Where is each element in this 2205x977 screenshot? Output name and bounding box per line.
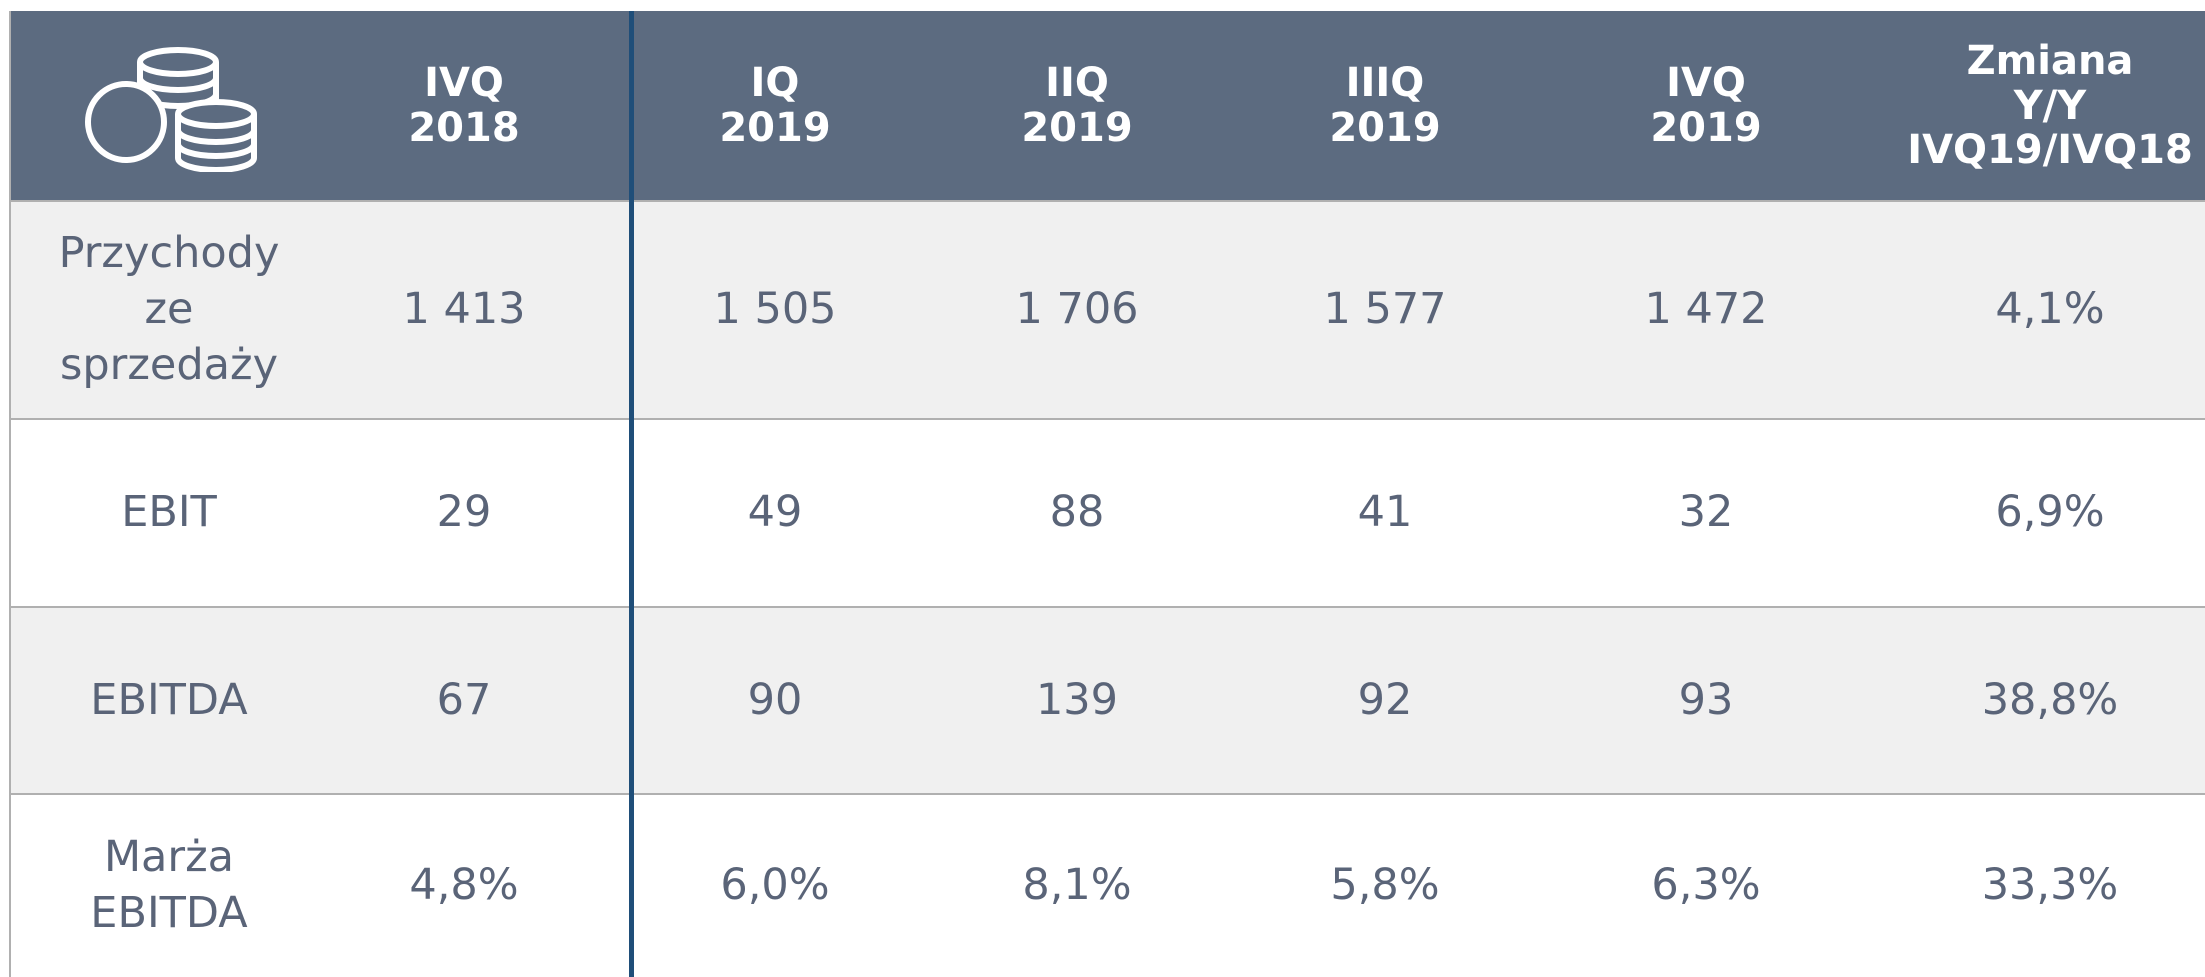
value-cell: 1 577 — [1323, 284, 1447, 335]
value-cell: 6,0% — [720, 859, 830, 910]
value-cell: 41 — [1357, 487, 1413, 538]
row-label: Marża EBITDA — [90, 831, 248, 938]
value-cell: 49 — [747, 487, 803, 538]
coins-icon — [85, 47, 257, 172]
left-border — [9, 11, 11, 977]
value-cell: 33,3% — [1981, 859, 2119, 910]
row-separator — [11, 418, 2205, 420]
row-separator — [11, 606, 2205, 608]
header-band — [11, 11, 2205, 201]
value-cell: 88 — [1049, 487, 1105, 538]
value-cell: 92 — [1357, 674, 1413, 725]
row-band — [11, 794, 2205, 977]
header-cell: IIIQ 2019 — [1329, 60, 1441, 151]
value-cell: 67 — [436, 674, 492, 725]
row-separator — [11, 200, 2205, 202]
row-band — [11, 201, 2205, 419]
row-band — [11, 419, 2205, 607]
value-cell: 6,3% — [1651, 859, 1761, 910]
header-cell: IVQ 2018 — [408, 60, 520, 151]
row-band — [11, 607, 2205, 794]
value-cell: 139 — [1035, 674, 1119, 725]
value-cell: 1 413 — [402, 284, 526, 335]
row-separator — [11, 793, 2205, 795]
value-cell: 90 — [747, 674, 803, 725]
value-cell: 6,9% — [1995, 487, 2105, 538]
header-cell: Zmiana Y/Y IVQ19/IVQ18 — [1907, 37, 2193, 174]
row-label: EBIT — [121, 487, 217, 538]
value-cell: 5,8% — [1330, 859, 1440, 910]
value-cell: 1 472 — [1644, 284, 1768, 335]
header-cell: IIQ 2019 — [1021, 60, 1133, 151]
value-cell: 1 505 — [713, 284, 837, 335]
value-cell: 93 — [1678, 674, 1734, 725]
value-cell: 4,8% — [409, 859, 519, 910]
header-cell: IQ 2019 — [719, 60, 831, 151]
value-cell: 38,8% — [1981, 674, 2119, 725]
value-cell: 29 — [436, 487, 492, 538]
value-cell: 1 706 — [1015, 284, 1139, 335]
row-label: Przychody ze sprzedaży — [58, 228, 280, 390]
value-cell: 32 — [1678, 487, 1734, 538]
column-divider — [629, 11, 634, 977]
value-cell: 4,1% — [1995, 284, 2105, 335]
value-cell: 8,1% — [1022, 859, 1132, 910]
header-cell: IVQ 2019 — [1650, 60, 1762, 151]
row-label: EBITDA — [90, 674, 248, 725]
